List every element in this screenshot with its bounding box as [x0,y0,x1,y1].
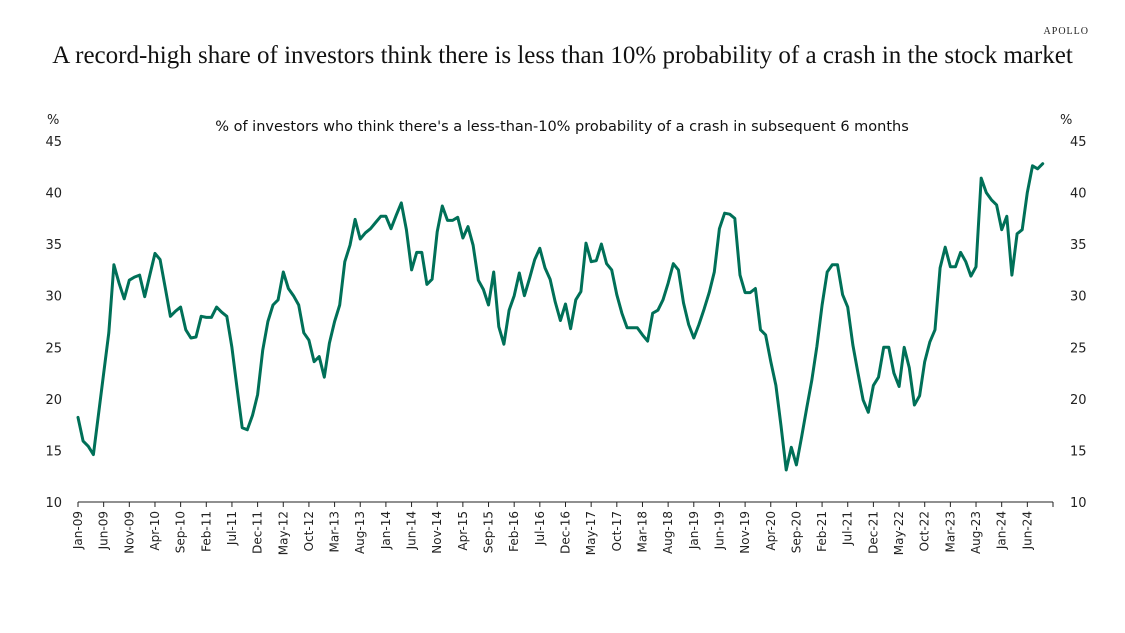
x-tick-label: Jan-14 [379,511,393,550]
x-tick-label: Jun-14 [405,511,419,550]
x-tick-label: Dec-21 [866,511,880,554]
y-axis-right: 10 15 20 25 30 35 40 45 [1070,135,1087,511]
x-tick-label: Jan-09 [71,511,85,550]
y-tick-label-left: 30 [45,290,62,305]
x-tick-label: Aug-23 [969,511,983,554]
y-tick-label-right: 45 [1070,135,1087,150]
x-axis: Jan-09 Jun-09 Nov-09 Apr-10 Sep-10 Feb-11 Jul-… [71,502,1054,555]
x-tick-label: Dec-11 [251,511,265,554]
x-tick-label: Jan-24 [995,511,1009,550]
y-tick-label-right: 35 [1070,238,1087,253]
x-tick-label: Nov-14 [430,511,444,554]
x-tick-label: Aug-13 [353,511,367,554]
x-tick-label: Nov-09 [122,511,136,554]
x-tick-label: Sep-10 [174,511,188,553]
x-tick-label: Jan-19 [687,511,701,550]
x-tick-label: Mar-18 [635,511,649,552]
y-tick-label-right: 30 [1070,290,1087,305]
x-tick-label: Feb-21 [815,511,829,552]
y-tick-label-right: 10 [1070,496,1087,511]
brand-logo: APOLLO [1043,26,1089,37]
x-tick-label: Jul-11 [225,511,239,546]
y-tick-label-left: 10 [45,496,62,511]
y-tick-label-left: 20 [45,393,62,408]
y-axis-unit-right: % [1060,113,1072,128]
x-tick-label: Jun-24 [1020,511,1034,550]
y-axis-unit-left: % [47,113,59,128]
x-tick-label: Oct-12 [302,511,316,551]
x-tick-label: Feb-16 [507,511,521,552]
page-title: A record-high share of investors think t… [52,42,1073,69]
y-tick-label-left: 15 [45,444,62,459]
x-tick-label: Oct-22 [918,511,932,551]
x-tick-label: May-17 [584,511,598,555]
x-tick-label: Dec-16 [559,511,573,554]
x-tick-label: Jul-16 [533,511,547,546]
chart-subtitle: % of investors who think there's a less-… [215,119,909,135]
x-tick-label: May-12 [276,511,290,555]
x-tick-label: Jun-09 [97,511,111,550]
x-tick-label: Jun-19 [712,511,726,550]
y-tick-label-right: 40 [1070,187,1087,202]
y-tick-label-left: 40 [45,187,62,202]
x-tick-label: Feb-11 [199,511,213,552]
y-axis-left: 10 15 20 25 30 35 40 45 [45,135,62,511]
series-line [76,162,1045,472]
x-tick-label: Aug-18 [661,511,675,554]
x-tick-label: Apr-20 [764,511,778,551]
x-tick-label: Sep-15 [482,511,496,553]
x-tick-label: Jul-21 [841,511,855,546]
x-tick-label: Nov-19 [738,511,752,554]
y-tick-label-right: 15 [1070,444,1087,459]
x-tick-label: May-22 [892,511,906,555]
y-tick-label-right: 25 [1070,341,1087,356]
y-tick-label-left: 35 [45,238,62,253]
x-tick-label: Mar-13 [328,511,342,552]
x-tick-label: Sep-20 [789,511,803,553]
y-tick-label-left: 25 [45,341,62,356]
x-tick-label: Mar-23 [943,511,957,552]
x-tick-label: Apr-10 [148,511,162,551]
y-tick-label-left: 45 [45,135,62,150]
x-tick-label: Apr-15 [456,511,470,551]
x-tick-label: Oct-17 [610,511,624,551]
y-tick-label-right: 20 [1070,393,1087,408]
